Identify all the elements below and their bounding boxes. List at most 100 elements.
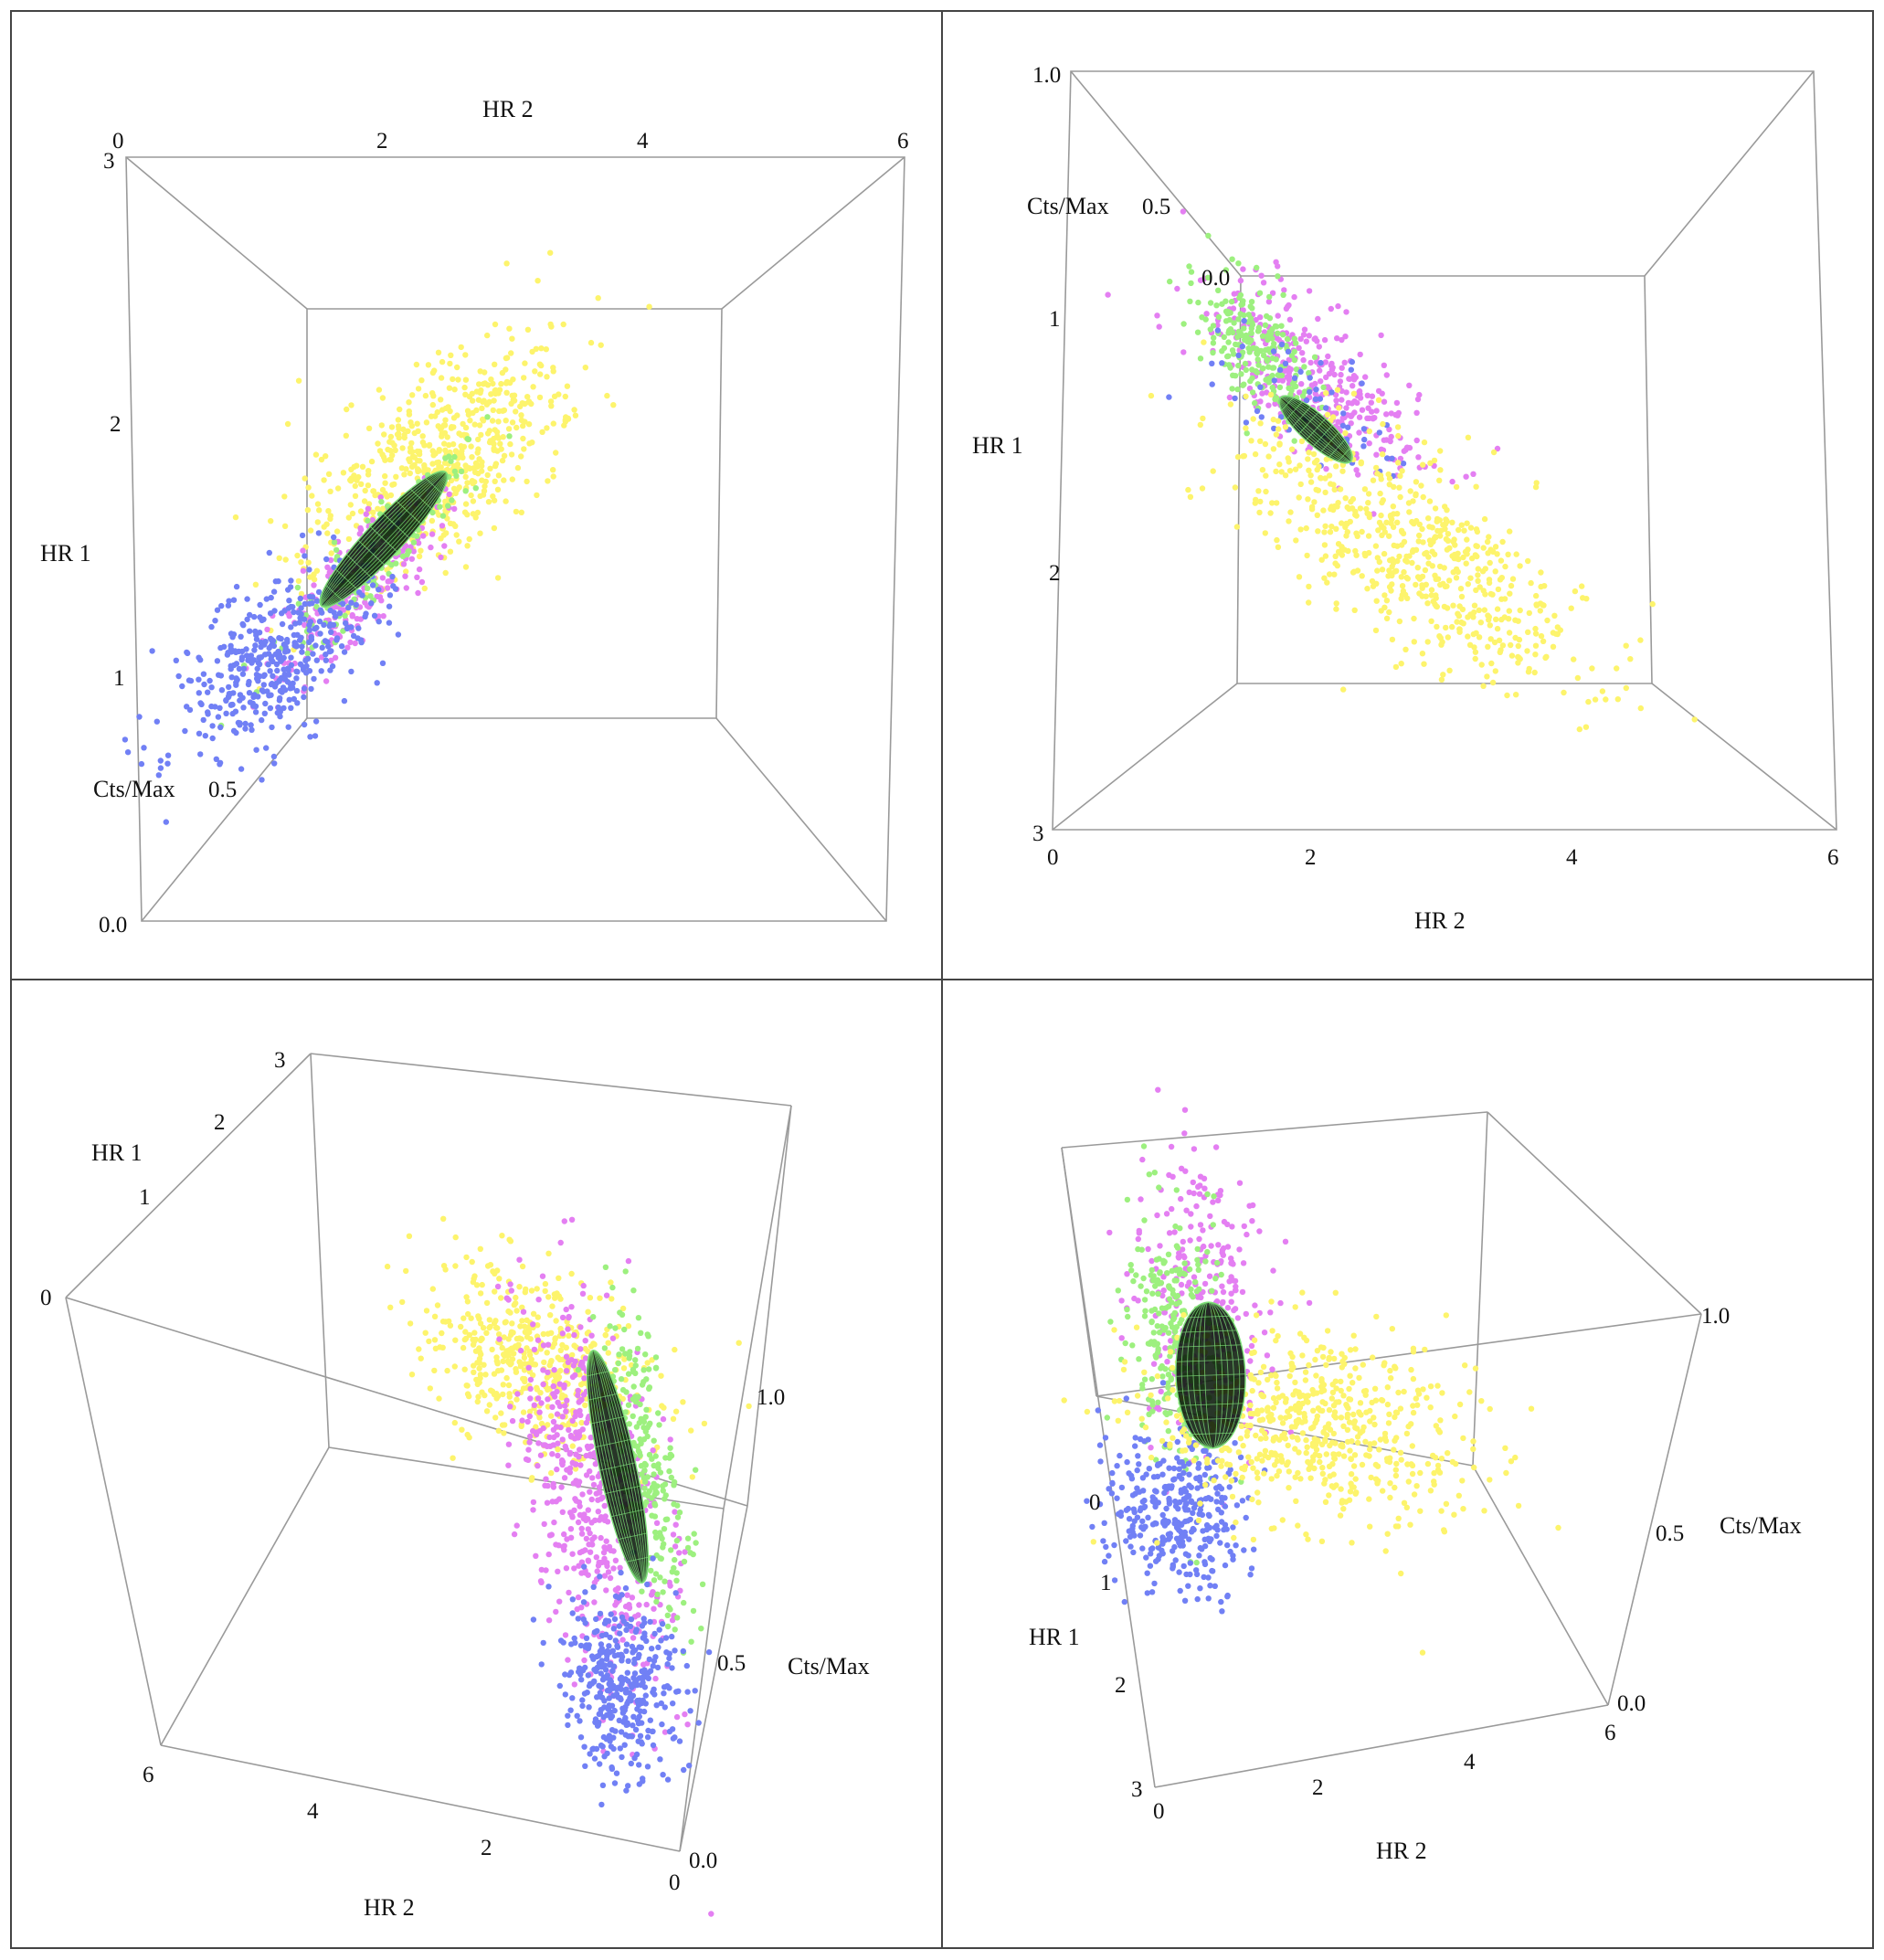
yellow-point	[462, 473, 469, 481]
yellow-point	[1508, 641, 1514, 649]
magenta-point	[635, 1612, 641, 1618]
blue-point	[294, 669, 301, 675]
yellow-point	[534, 492, 540, 499]
yellow-point	[505, 1308, 512, 1315]
magenta-point	[1364, 415, 1371, 421]
yellow-point	[1391, 542, 1397, 549]
blue-point	[1219, 360, 1225, 366]
green-point	[660, 1589, 666, 1595]
blue-point	[597, 1761, 603, 1767]
magenta-point	[1470, 471, 1477, 477]
yellow-point	[492, 1270, 498, 1277]
yellow-point	[1418, 482, 1424, 489]
yellow-point	[501, 452, 508, 459]
yellow-point	[1502, 563, 1508, 570]
yellow-point	[416, 1346, 422, 1352]
yellow-point	[482, 369, 488, 376]
blue-point	[586, 1704, 592, 1711]
yellow-point	[403, 466, 409, 472]
yellow-point	[547, 249, 554, 256]
magenta-point	[652, 1675, 659, 1682]
yellow-point	[1243, 425, 1249, 431]
yellow-point	[507, 1331, 514, 1339]
blue-point	[625, 1658, 631, 1665]
magenta-point	[578, 1531, 586, 1537]
blue-point	[1339, 422, 1347, 429]
blue-point	[270, 588, 278, 595]
yellow-point	[1436, 477, 1443, 483]
yellow-point	[1396, 618, 1403, 625]
blue-point	[255, 678, 261, 684]
blue-point	[259, 688, 267, 694]
magenta-point	[673, 1713, 681, 1721]
green-point	[1180, 321, 1187, 327]
magenta-point	[1357, 351, 1363, 358]
magenta-point	[1275, 263, 1281, 270]
blue-point	[257, 601, 263, 609]
blue-point	[208, 684, 215, 691]
yellow-point	[1428, 587, 1435, 593]
magenta-point	[1164, 1359, 1170, 1365]
yellow-point	[479, 405, 485, 411]
yellow-point	[1263, 488, 1269, 495]
blue-point	[597, 1573, 603, 1580]
magenta-point	[1339, 415, 1346, 421]
yellow-point	[1389, 636, 1396, 643]
yellow-point	[1440, 672, 1446, 678]
blue-point	[306, 600, 312, 607]
panel-bottom-left: 3 HR 1 2 1 0 1.0 0.5 Cts/Max 0.0 6 4 2 0…	[40, 1048, 870, 1921]
yellow-point	[1402, 646, 1409, 652]
magenta-point	[1359, 407, 1366, 413]
green-point	[462, 488, 469, 494]
yellow-point	[1185, 486, 1191, 493]
yellow-point	[321, 477, 327, 483]
blue-point	[686, 1763, 693, 1769]
yellow-point	[461, 509, 469, 515]
magenta-point	[1386, 426, 1392, 433]
yellow-point	[1419, 525, 1425, 533]
blue-point	[681, 1766, 687, 1774]
green-point	[1311, 354, 1318, 360]
yellow-point	[1357, 505, 1364, 512]
yellow-point	[1526, 665, 1532, 673]
yellow-point	[551, 1291, 558, 1298]
blue-point	[196, 730, 203, 736]
magenta-point	[563, 1565, 570, 1572]
blue-point	[292, 620, 299, 627]
blue-point	[124, 749, 132, 756]
magenta-point	[1373, 451, 1380, 458]
magenta-point	[1449, 478, 1455, 485]
magenta-point	[583, 1419, 590, 1426]
magenta-point	[349, 613, 355, 620]
magenta-point	[1283, 367, 1289, 374]
magenta-point	[1237, 277, 1244, 284]
magenta-point	[1256, 1228, 1263, 1234]
magenta-point	[585, 1526, 591, 1532]
yellow-point	[460, 443, 468, 450]
yellow-point	[689, 1474, 695, 1480]
green-point	[1129, 1342, 1136, 1349]
blue-point	[238, 633, 244, 640]
yellow-point	[1274, 500, 1280, 506]
blue-point	[1360, 443, 1367, 450]
magenta-point	[549, 1451, 556, 1457]
yellow-point	[490, 493, 496, 500]
magenta-point	[550, 1418, 557, 1425]
yellow-point	[462, 391, 469, 397]
green-point	[1202, 1258, 1209, 1265]
yellow-point	[1582, 724, 1590, 730]
green-point	[1232, 373, 1239, 379]
yellow-point	[1322, 553, 1329, 559]
blue-point	[1166, 394, 1172, 400]
yellow-point	[1552, 630, 1560, 637]
green-point	[1221, 334, 1228, 341]
yellow-point	[1516, 636, 1523, 643]
blue-point	[270, 658, 276, 665]
blue-point	[374, 680, 380, 686]
yellow-point	[495, 472, 503, 479]
yellow-point	[1471, 609, 1477, 616]
yellow-point	[312, 451, 320, 458]
blue-point	[209, 735, 216, 742]
blue-point	[592, 1719, 598, 1726]
bounding-box	[125, 156, 905, 922]
